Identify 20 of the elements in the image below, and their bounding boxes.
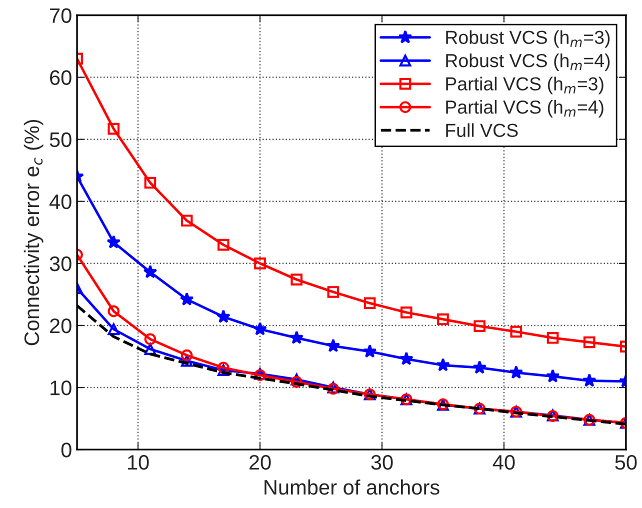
legend-label: Partial VCS (h$_{m}$=3) bbox=[446, 76, 604, 94]
x-tick-label: 50 bbox=[615, 454, 637, 470]
x-tick-label: 30 bbox=[371, 454, 393, 470]
x-axis-title: Number of anchors bbox=[264, 479, 440, 495]
y-tick-label: 10 bbox=[50, 380, 72, 396]
y-tick-label: 0 bbox=[61, 442, 72, 458]
y-axis-title: Connectivity error e$_{c}$ (%) bbox=[24, 120, 44, 346]
legend-label: Full VCS bbox=[446, 123, 518, 138]
y-tick-label: 20 bbox=[50, 318, 72, 334]
x-tick-label: 40 bbox=[492, 454, 515, 470]
x-tick-label: 20 bbox=[249, 454, 271, 470]
y-tick-label: 30 bbox=[50, 256, 72, 272]
x-tick-label: 10 bbox=[128, 454, 149, 470]
legend-label: Partial VCS (h$_{m}$=4) bbox=[446, 100, 604, 118]
y-tick-label: 70 bbox=[50, 8, 72, 23]
y-tick-label: 50 bbox=[50, 132, 72, 148]
legend-label: Robust VCS (h$_{m}$=3) bbox=[446, 30, 610, 48]
legend-label: Robust VCS (h$_{m}$=4) bbox=[446, 53, 610, 71]
y-tick-label: 40 bbox=[49, 194, 72, 210]
y-tick-label: 60 bbox=[50, 70, 72, 86]
